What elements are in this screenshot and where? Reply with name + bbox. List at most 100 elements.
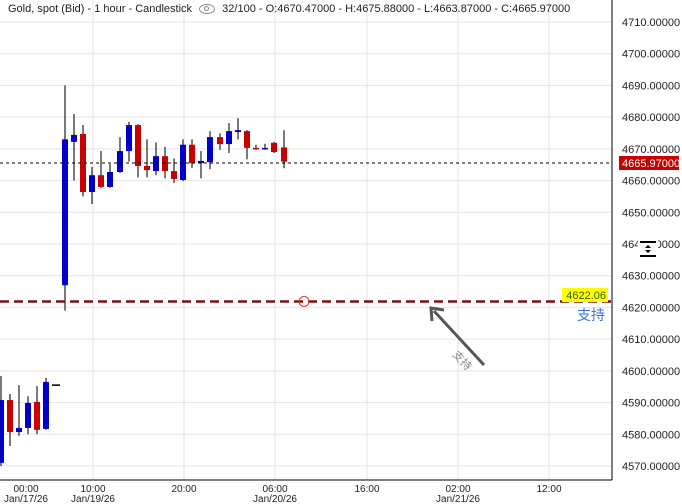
- candle: [253, 144, 259, 150]
- candle-body: [34, 401, 40, 430]
- time-tick-label: 12:00: [536, 484, 561, 495]
- candle: [180, 139, 186, 182]
- candle: [144, 139, 150, 178]
- time-tick-label: 02:00: [445, 484, 470, 495]
- price-tick-label: 4610.00000: [622, 334, 680, 346]
- candle: [80, 125, 86, 197]
- chart-header: Gold, spot (Bid) - 1 hour - Candlestick …: [8, 3, 571, 15]
- ohlc-open: O:4670.47000: [265, 3, 336, 15]
- candle-body: [226, 131, 232, 145]
- candle-body: [262, 147, 268, 150]
- support-price-tag: [562, 288, 608, 302]
- candle: [171, 158, 177, 184]
- candle: [62, 85, 68, 311]
- candle-body: [126, 125, 132, 152]
- candle-body: [107, 172, 113, 187]
- candle: [262, 143, 268, 150]
- candle-body: [43, 381, 49, 429]
- price-tick-label: 4580.00000: [622, 429, 680, 441]
- candle: [281, 130, 287, 169]
- current-price-text: 4665.97000: [622, 158, 680, 170]
- candle-body: [244, 131, 250, 148]
- candle: [71, 113, 77, 181]
- axis-scale-icon[interactable]: [638, 240, 658, 258]
- candle: [135, 124, 141, 178]
- price-tick-label: 4600.00000: [622, 366, 680, 378]
- candle: [98, 151, 104, 188]
- time-tick-label: 20:00: [171, 484, 196, 495]
- candle: [153, 142, 159, 176]
- support-price-text: 4622.06: [566, 290, 606, 302]
- candle-body: [162, 156, 168, 172]
- ohlc-low: L:4663.87000: [424, 3, 492, 15]
- candle: [0, 375, 4, 466]
- time-tick-label: 16:00: [354, 484, 379, 495]
- date-tick-label: Jan/19/26: [71, 494, 115, 504]
- candle: [126, 121, 132, 162]
- bar-count: 32/100: [222, 3, 256, 15]
- candle: [189, 139, 195, 168]
- price-axis[interactable]: 4710.00000 4700.00000 4690.00000 4680.00000…: [622, 17, 680, 473]
- grid: [0, 0, 612, 480]
- candle: [235, 118, 241, 140]
- ohlc-close: C:4665.97000: [501, 3, 571, 15]
- price-tick-label: 4590.00000: [622, 398, 680, 410]
- candle-body: [189, 144, 195, 164]
- support-line-anchor-handle[interactable]: [298, 296, 310, 307]
- price-tick-label: 4660.00000: [622, 176, 680, 188]
- candle-body: [89, 175, 95, 192]
- time-tick-label: 00:00: [13, 484, 38, 495]
- price-tick-label: 4670.00000: [622, 144, 680, 156]
- candle-body: [80, 133, 86, 192]
- candle-body: [25, 402, 31, 428]
- candle-body: [7, 400, 13, 433]
- candle: [89, 166, 95, 205]
- eye-icon[interactable]: [199, 4, 216, 15]
- candle-body: [144, 165, 150, 171]
- date-tick-label: Jan/17/26: [4, 494, 48, 504]
- candle-body: [135, 125, 141, 166]
- time-tick-label: 06:00: [262, 484, 287, 495]
- candle-body: [253, 147, 259, 150]
- date-tick-label: Jan/20/26: [253, 494, 297, 504]
- candle-body: [235, 130, 241, 133]
- candle-body: [117, 151, 123, 173]
- price-tick-label: 4650.00000: [622, 207, 680, 219]
- candle: [34, 386, 40, 435]
- price-tick-label: 4630.00000: [622, 271, 680, 283]
- candle-body: [171, 171, 177, 179]
- support-label: 支持: [577, 307, 605, 323]
- price-tick-label: 4700.00000: [622, 49, 680, 61]
- time-tick-label: 10:00: [80, 484, 105, 495]
- candles: [0, 85, 287, 466]
- candle: [117, 137, 123, 173]
- price-tick-label: 4680.00000: [622, 112, 680, 124]
- instrument-name: Gold, spot (Bid): [8, 3, 85, 15]
- candle-body: [198, 160, 204, 164]
- candle-body: [180, 144, 186, 180]
- price-tick-label: 4690.00000: [622, 80, 680, 92]
- candle-body: [271, 142, 277, 153]
- price-tick-label: 4620.00000: [622, 302, 680, 314]
- interval: 1 hour: [94, 3, 126, 15]
- candle: [244, 130, 250, 160]
- current-price-tag: [619, 156, 679, 170]
- candle-body: [62, 139, 68, 286]
- candle: [107, 164, 113, 188]
- candle-body: [153, 156, 159, 172]
- candle-body: [0, 400, 4, 463]
- candle: [16, 385, 22, 436]
- candle: [7, 394, 13, 447]
- candle: [198, 151, 204, 179]
- ohlc-high: H:4675.88000: [345, 3, 415, 15]
- candle: [271, 141, 277, 153]
- price-tick-label: 4570.00000: [622, 461, 680, 473]
- candle: [217, 133, 223, 150]
- candle-body: [71, 134, 77, 142]
- chart-type: Candlestick: [135, 3, 193, 15]
- candle-body: [281, 147, 287, 162]
- candle-body: [98, 175, 104, 187]
- candle-body: [207, 137, 213, 163]
